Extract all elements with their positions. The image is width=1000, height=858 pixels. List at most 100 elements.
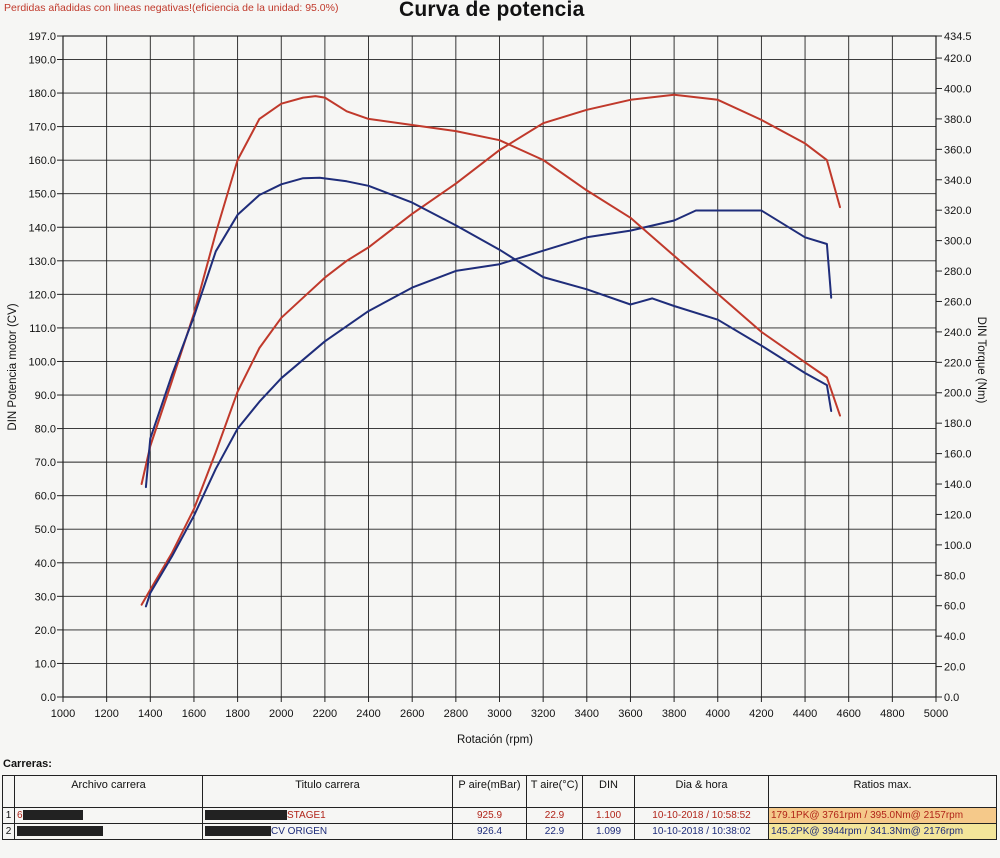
redaction <box>22 810 83 821</box>
col-archivo: Archivo carrera <box>14 775 203 808</box>
y-left-tick-label: 180.0 <box>28 88 56 100</box>
x-tick-label: 3800 <box>662 708 686 720</box>
runs-heading: Carreras: <box>3 758 52 770</box>
y-right-tick-label: 400.0 <box>944 83 972 95</box>
col-fecha: Dia & hora <box>634 775 769 808</box>
redaction <box>205 826 271 837</box>
y-left-tick-label: 0.0 <box>41 692 56 704</box>
table-row[interactable]: 2 CV ORIGEN 926.4 22.9 1.099 10-10-2018 … <box>2 823 997 840</box>
col-ratios: Ratios max. <box>768 775 997 808</box>
redaction <box>17 826 103 837</box>
x-tick-label: 4600 <box>836 708 860 720</box>
chart-series <box>140 93 841 608</box>
fecha-cell: 10-10-2018 / 10:58:52 <box>634 807 769 824</box>
x-tick-label: 4000 <box>706 708 730 720</box>
y-right-tick-label: 380.0 <box>944 114 972 126</box>
efficiency-note: Perdidas añadidas con lineas negativas!(… <box>4 2 339 14</box>
col-din: DIN <box>582 775 635 808</box>
x-tick-label: 4800 <box>880 708 904 720</box>
y-right-tick-label: 434.5 <box>944 31 972 43</box>
y-left-tick-label: 100.0 <box>28 356 56 368</box>
y-right-tick-label: 240.0 <box>944 327 972 339</box>
x-tick-label: 4200 <box>749 708 773 720</box>
y-right-tick-label: 260.0 <box>944 296 972 308</box>
y-right-tick-label: 420.0 <box>944 53 972 65</box>
x-tick-label: 1000 <box>51 708 75 720</box>
y-left-tick-label: 10.0 <box>35 658 56 670</box>
series-line-stage1-torque <box>140 95 841 485</box>
y-left-tick-label: 170.0 <box>28 122 56 134</box>
y-left-tick-label: 120.0 <box>28 289 56 301</box>
x-tick-label: 1800 <box>225 708 249 720</box>
table-row[interactable]: 1 6 STAGE1 925.9 22.9 1.100 10-10-2018 /… <box>2 807 997 824</box>
x-tick-label: 2200 <box>313 708 337 720</box>
titulo-text: STAGE1 <box>287 810 326 821</box>
y-left-tick-label: 160.0 <box>28 155 56 167</box>
archivo-text: 6 <box>17 810 23 821</box>
x-tick-label: 1600 <box>182 708 206 720</box>
x-tick-label: 5000 <box>924 708 948 720</box>
y-left-tick-label: 30.0 <box>35 591 56 603</box>
y-left-tick-label: 110.0 <box>29 323 56 335</box>
titulo-cell: CV ORIGEN <box>202 823 453 840</box>
y-right-tick-label: 100.0 <box>944 540 972 552</box>
archivo-cell: 6 <box>14 807 203 824</box>
dyno-chart: 1000 1200 1400 1600 1800 2000 2200 2400 2600 2800… <box>7 31 987 746</box>
y-left-tick-label: 70.0 <box>35 457 56 469</box>
chart-ticks: 1000 1200 1400 1600 1800 2000 2200 2400 2600 2800… <box>28 31 971 720</box>
col-titulo: Titulo carrera <box>202 775 453 808</box>
runs-table: Archivo carrera Titulo carrera P aire(mB… <box>2 775 997 840</box>
y-right-tick-label: 0.0 <box>944 692 959 704</box>
y-right-tick-label: 300.0 <box>944 236 972 248</box>
y-left-tick-label: 90.0 <box>35 390 56 402</box>
y-right-tick-label: 220.0 <box>944 357 972 369</box>
y-right-tick-label: 320.0 <box>944 205 972 217</box>
y-left-tick-label: 190.0 <box>28 54 56 66</box>
ratios-cell: 179.1PK@ 3761rpm / 395.0Nm@ 2157rpm <box>768 807 997 824</box>
runs-header-row: Archivo carrera Titulo carrera P aire(mB… <box>2 775 997 808</box>
y-right-tick-label: 360.0 <box>944 144 972 156</box>
ratios-cell: 145.2PK@ 3944rpm / 341.3Nm@ 2176rpm <box>768 823 997 840</box>
y-left-tick-label: 150.0 <box>28 189 56 201</box>
t-aire-cell: 22.9 <box>526 807 583 824</box>
y-right-tick-label: 180.0 <box>944 418 972 430</box>
x-tick-label: 4400 <box>793 708 817 720</box>
y-right-tick-label: 20.0 <box>944 662 965 674</box>
x-tick-label: 3000 <box>487 708 511 720</box>
redaction <box>205 810 287 821</box>
fecha-cell: 10-10-2018 / 10:38:02 <box>634 823 769 840</box>
chart-title: Curva de potencia <box>399 0 585 21</box>
x-tick-label: 3200 <box>531 708 555 720</box>
col-num <box>2 775 15 808</box>
y-right-tick-label: 340.0 <box>944 175 972 187</box>
y-left-tick-label: 80.0 <box>35 424 56 436</box>
y-left-tick-label: 140.0 <box>28 222 56 234</box>
y-left-tick-label: 130.0 <box>28 256 56 268</box>
y-right-tick-label: 120.0 <box>944 509 972 521</box>
x-tick-label: 2400 <box>356 708 380 720</box>
y-right-tick-label: 40.0 <box>944 631 965 643</box>
din-cell: 1.099 <box>582 823 635 840</box>
archivo-cell <box>14 823 203 840</box>
x-tick-label: 2800 <box>444 708 468 720</box>
series-line-stage1-power <box>140 93 841 606</box>
x-tick-label: 2000 <box>269 708 293 720</box>
x-tick-label: 3400 <box>575 708 599 720</box>
series-line-origen-power <box>144 209 833 608</box>
y-right-tick-label: 160.0 <box>944 449 972 461</box>
titulo-cell: STAGE1 <box>202 807 453 824</box>
x-tick-label: 3600 <box>618 708 642 720</box>
y-right-tick-label: 200.0 <box>944 388 972 400</box>
t-aire-cell: 22.9 <box>526 823 583 840</box>
y-right-tick-label: 60.0 <box>944 601 965 613</box>
x-tick-label: 1400 <box>138 708 162 720</box>
y-right-tick-label: 280.0 <box>944 266 972 278</box>
y-axis-right-label: DIN Torque (Nm) <box>975 317 987 404</box>
y-left-tick-label: 20.0 <box>35 625 56 637</box>
y-right-tick-label: 80.0 <box>944 570 965 582</box>
y-left-tick-label: 197.0 <box>28 31 56 43</box>
col-t-aire: T aire(°C) <box>526 775 583 808</box>
din-cell: 1.100 <box>582 807 635 824</box>
y-left-tick-label: 50.0 <box>35 524 56 536</box>
chart-grid <box>62 35 937 698</box>
